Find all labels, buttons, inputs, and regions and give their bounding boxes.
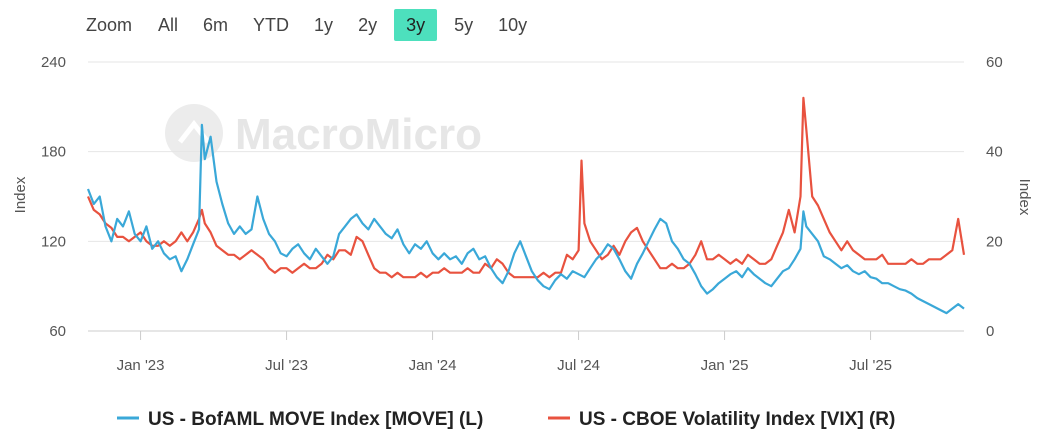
left-axis-tick-label: 60 [49, 323, 66, 340]
watermark: MacroMicro [165, 104, 482, 162]
zoom-5y-button[interactable]: 5y [454, 15, 474, 35]
right-axis-title: Index [1016, 179, 1033, 216]
zoom-1y-button[interactable]: 1y [314, 15, 334, 35]
zoom-10y-button[interactable]: 10y [498, 15, 528, 35]
watermark-text: MacroMicro [235, 110, 482, 159]
zoom-label: Zoom [86, 14, 133, 35]
x-axis-tick-label: Jul '24 [557, 357, 600, 374]
legend-label-vix: US - CBOE Volatility Index [VIX] (R) [579, 409, 895, 430]
zoom-all-button[interactable]: All [158, 15, 179, 35]
left-axis-tick-label: 120 [41, 233, 66, 250]
right-axis-tick-label: 20 [986, 233, 1003, 250]
zoom-3y-button[interactable]: 3y [394, 9, 438, 41]
legend: US - BofAML MOVE Index [MOVE] (L) US - C… [117, 409, 895, 430]
x-axis-tick-label: Jan '23 [117, 357, 165, 374]
left-axis-tick-label: 240 [41, 54, 66, 71]
watermark-logo-icon [165, 104, 223, 162]
x-axis-tick-label: Jan '24 [409, 357, 457, 374]
legend-label-move: US - BofAML MOVE Index [MOVE] (L) [148, 409, 483, 430]
zoom-bar: Zoom All 6m YTD 1y 2y 3y 5y 10y [86, 8, 544, 42]
x-axis-tick-label: Jul '23 [265, 357, 308, 374]
series-line-vix [86, 96, 966, 279]
x-axis-tick-label: Jan '25 [701, 357, 749, 374]
right-axis-tick-label: 60 [986, 54, 1003, 71]
legend-item-vix[interactable]: US - CBOE Volatility Index [VIX] (R) [548, 409, 895, 430]
zoom-2y-button[interactable]: 2y [358, 15, 378, 35]
right-axis-tick-label: 0 [986, 323, 994, 340]
left-axis-tick-label: 180 [41, 144, 66, 161]
left-axis-title: Index [12, 176, 29, 213]
right-axis-tick-label: 40 [986, 144, 1003, 161]
legend-item-move[interactable]: US - BofAML MOVE Index [MOVE] (L) [117, 409, 483, 430]
x-axis-tick-label: Jul '25 [849, 357, 892, 374]
zoom-ytd-button[interactable]: YTD [253, 15, 290, 35]
series-line-move [86, 123, 965, 315]
zoom-6m-button[interactable]: 6m [203, 15, 229, 35]
